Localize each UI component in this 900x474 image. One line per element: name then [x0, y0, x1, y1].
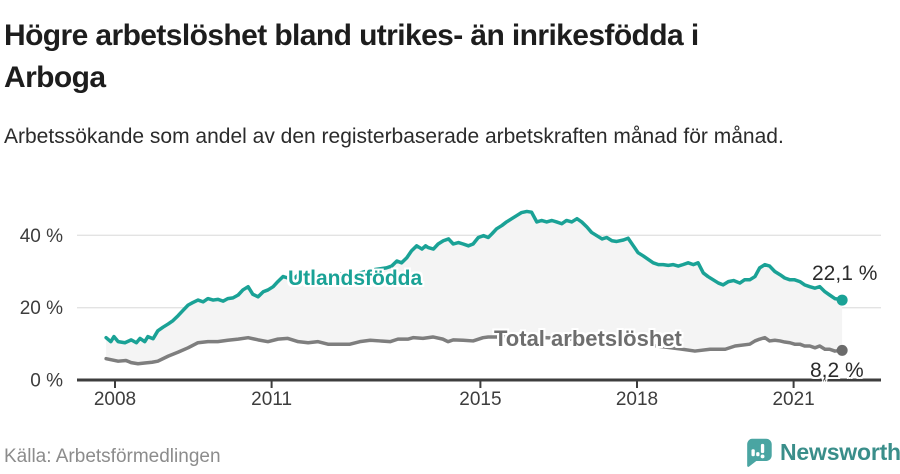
series-label-total-arbetsloshet: Total arbetslöshet [494, 326, 682, 351]
y-axis-label-40: 40 % [20, 226, 63, 247]
newsworthy-brand[interactable]: Newsworthy [743, 437, 900, 467]
series-end-dot-utlandsfodda [836, 294, 848, 306]
page-title: Högre arbetslöshet bland utrikes- än inr… [4, 19, 699, 95]
y-axis-label-20: 20 % [20, 298, 63, 319]
end-value-utlandsfodda: 22,1 % [812, 262, 878, 285]
series-line-total [104, 334, 844, 366]
x-axis-label-2021: 2021 [772, 389, 814, 410]
newsworthy-brand-name: Newsworthy [780, 438, 900, 465]
series-label-utlandsfodda: Utlandsfödda [288, 267, 423, 290]
x-axis-label-2018: 2018 [616, 389, 658, 410]
x-axis-label-2015: 2015 [459, 389, 501, 410]
x-axis-label-2011: 2011 [251, 389, 292, 410]
series-line-utlandsfodda [104, 209, 844, 345]
source-attribution: Källa: Arbetsförmedlingen [4, 446, 221, 467]
page-subtitle: Arbetssökande som andel av den registerb… [4, 125, 784, 148]
series-end-dot-total [836, 344, 848, 356]
x-axis-label-2008: 2008 [94, 389, 136, 410]
band-fill [106, 211, 843, 364]
end-value-total: 8,2 % [810, 359, 864, 382]
y-axis-label-0: 0 % [30, 371, 63, 392]
newsworthy-logo-icon [747, 438, 772, 467]
